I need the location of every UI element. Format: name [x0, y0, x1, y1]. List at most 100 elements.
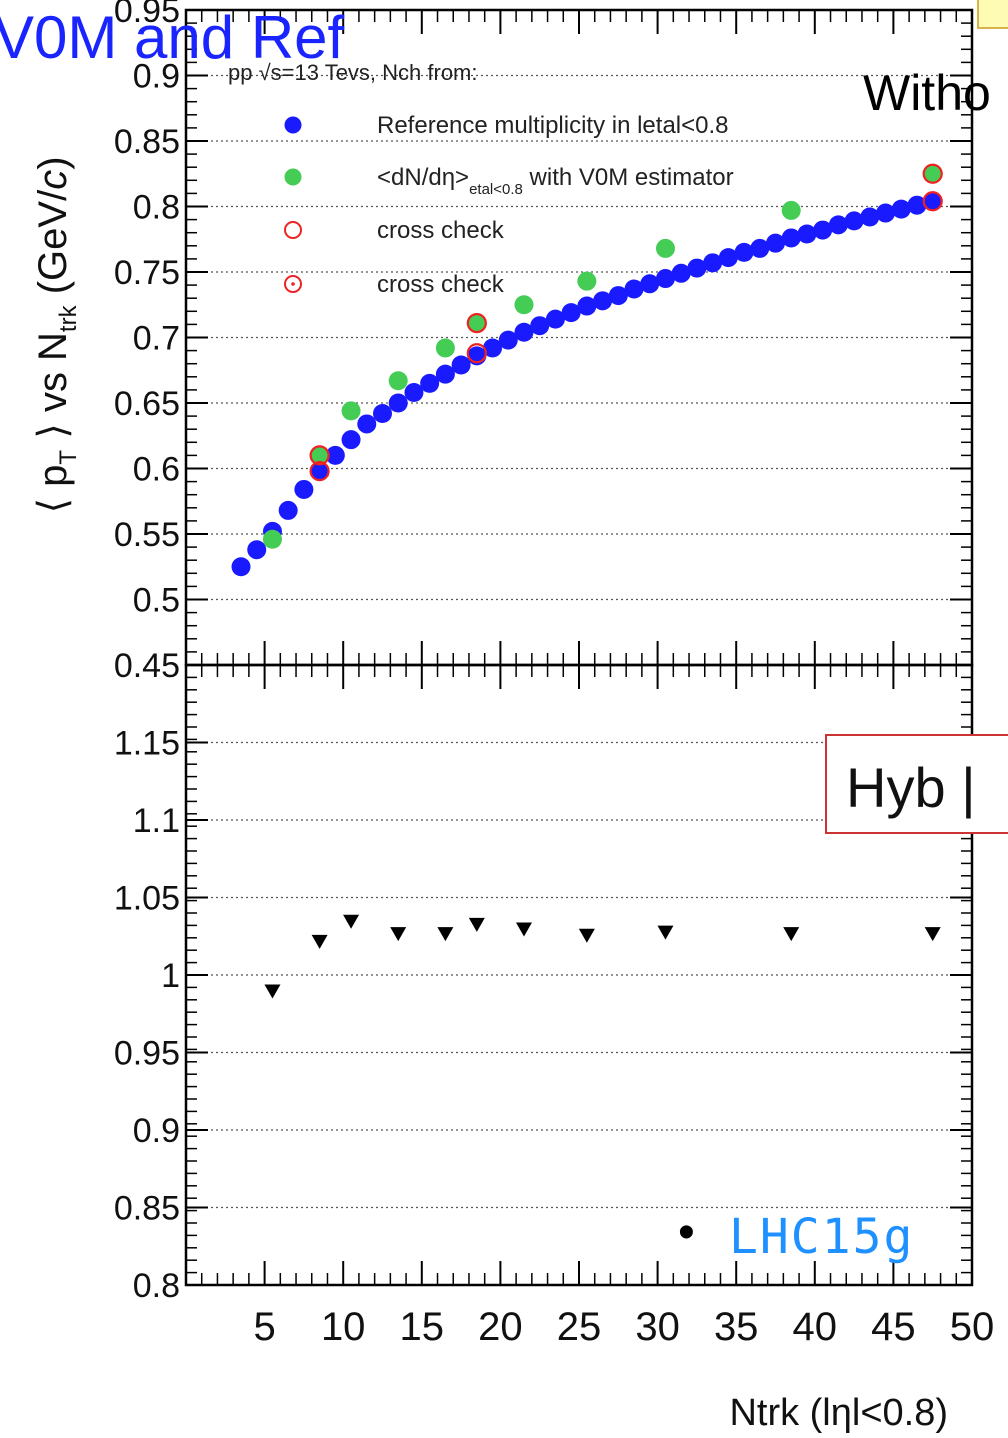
v0m-point: [341, 401, 361, 421]
ref-point: [624, 279, 644, 299]
v0m-point: [467, 313, 487, 333]
x-axis-title: Ntrk (lηl<0.8): [729, 1392, 948, 1434]
ref-point: [294, 479, 314, 499]
y-tick-label: 1.15: [114, 725, 180, 763]
crosscheck-point: [309, 461, 330, 482]
legend-marker-crosscheck-1: [284, 221, 302, 239]
v0m-point: [435, 338, 455, 358]
x-tick-label: 15: [400, 1305, 445, 1349]
ref-point: [341, 430, 361, 450]
legend-marker-ref: [284, 116, 302, 134]
ref-point: [813, 220, 833, 240]
ref-point: [844, 211, 864, 231]
ratio-point: [311, 934, 328, 949]
x-tick-label: 30: [635, 1305, 680, 1349]
v0m-point: [781, 200, 801, 220]
ref-point: [876, 203, 896, 223]
y-tick-label: 0.95: [114, 1035, 180, 1073]
ref-point: [907, 195, 927, 215]
bottom-panel-points: [264, 914, 941, 999]
v0m-point: [577, 271, 597, 291]
ref-point: [420, 373, 440, 393]
x-tick-label: 20: [478, 1305, 523, 1349]
ref-point: [561, 303, 581, 323]
ref-point: [766, 233, 785, 253]
ratio-point: [515, 922, 532, 937]
y-tick-label: 0.85: [114, 123, 180, 161]
legend-header: pp √s=13 Tevs, Nch from:: [228, 60, 478, 85]
y-tick-label: 0.8: [133, 189, 180, 227]
v0m-point: [514, 295, 534, 315]
ref-point: [781, 228, 801, 248]
axis-ticks: [186, 9, 973, 1286]
x-tick-label: 40: [793, 1305, 838, 1349]
ref-point: [404, 383, 424, 403]
y-tick-label: 0.75: [114, 254, 180, 292]
ratio-point: [924, 927, 941, 942]
y-tick-label: 0.9: [133, 1112, 180, 1150]
ref-point: [734, 242, 754, 262]
ratio-point: [437, 927, 454, 942]
yellow-tag: [977, 0, 1008, 29]
ref-point: [655, 269, 675, 289]
slide-title: V0M and Ref: [0, 4, 345, 71]
ref-point: [278, 500, 298, 520]
bullet-glyph: •: [678, 1206, 695, 1259]
top-panel-frame: [184, 8, 974, 667]
x-tick-label: 45: [871, 1305, 916, 1349]
ref-point: [310, 461, 330, 481]
y-tick-labels: 0.95 0.9 0.85 0.8 0.75 0.7 0.65 0.6 0.55 0.5 0.45 1…: [114, 0, 180, 1305]
v0m-point: [655, 238, 675, 258]
x-tick-label: 5: [253, 1305, 275, 1349]
ref-point: [325, 445, 345, 465]
ref-point: [451, 355, 471, 375]
hyb-box: [825, 734, 1008, 834]
crosscheck-point: [309, 445, 330, 466]
legend-label-v0m: <dN/dη>etal<0.8 with V0M estimator: [377, 164, 734, 198]
x-tick-labels: 5 10 15 20 25 30 35 40 45 50: [253, 1305, 994, 1349]
ref-point: [483, 338, 503, 358]
ref-point: [545, 309, 565, 329]
ref-point: [718, 248, 738, 268]
y-tick-label: 1.1: [133, 802, 180, 840]
legend-label-ref: Reference multiplicity in letal<0.8: [377, 112, 729, 139]
y-tick-label: 0.6: [133, 451, 180, 489]
v0m-point: [310, 445, 330, 465]
ratio-point: [343, 914, 360, 929]
ref-point: [640, 274, 660, 294]
ratio-point: [783, 927, 800, 942]
x-tick-label: 50: [950, 1305, 995, 1349]
top-panel-points: [231, 163, 943, 577]
y-tick-label: 0.95: [114, 0, 180, 30]
ref-point: [703, 253, 723, 273]
ref-point: [923, 191, 943, 211]
legend-label-crosscheck-1: cross check: [377, 217, 505, 244]
bullet-text: LHC15g: [729, 1209, 914, 1265]
y-tick-label: 1.05: [114, 880, 180, 918]
ratio-point: [390, 927, 407, 942]
ref-point: [577, 296, 597, 316]
y-tick-label: 0.55: [114, 516, 180, 554]
legend-marker-v0m: [284, 168, 302, 186]
ref-point: [373, 403, 392, 423]
v0m-point: [923, 164, 943, 184]
ratio-point: [468, 917, 485, 932]
ref-point: [231, 557, 251, 577]
ref-point: [514, 322, 534, 342]
ref-point: [750, 238, 770, 258]
legend: pp √s=13 Tevs, Nch from: Reference multi…: [228, 60, 734, 298]
ref-point: [388, 393, 408, 413]
ref-point: [498, 330, 518, 350]
legend-label-crosscheck-2: cross check: [377, 271, 505, 298]
x-tick-label: 10: [321, 1305, 366, 1349]
ratio-point: [657, 925, 674, 940]
ref-point: [593, 291, 613, 311]
v0m-point: [388, 371, 408, 391]
y-tick-label: 0.7: [133, 320, 180, 358]
ref-point: [247, 540, 267, 560]
legend-marker-crosscheck-2: [284, 275, 302, 293]
y-tick-label: 0.65: [114, 385, 180, 423]
crosscheck-point: [922, 191, 943, 212]
ref-point: [435, 364, 455, 384]
